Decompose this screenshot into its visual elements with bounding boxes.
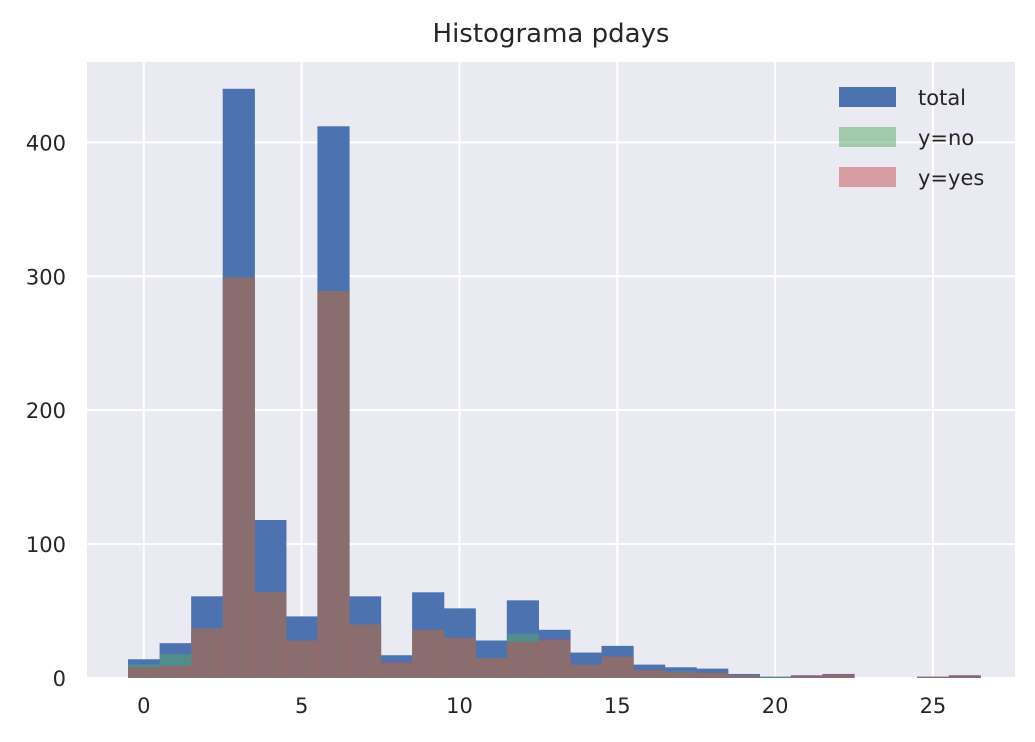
legend: total y=no y=yes xyxy=(839,86,984,190)
chart-title: Histograma pdays xyxy=(433,19,670,49)
legend-swatch xyxy=(839,87,896,107)
y-tick-label: 200 xyxy=(26,399,66,423)
bar xyxy=(664,672,697,678)
legend-swatch xyxy=(839,167,896,187)
bar xyxy=(191,628,224,678)
bar xyxy=(285,640,319,678)
y-axis-ticks: 0 100 200 300 400 xyxy=(26,131,66,691)
series-y=yes xyxy=(128,277,981,678)
y-tick-label: 0 xyxy=(53,667,66,691)
y-tick-label: 400 xyxy=(26,131,66,155)
bar xyxy=(822,673,855,678)
bar xyxy=(380,661,413,678)
legend-item: y=no xyxy=(839,126,974,150)
bar xyxy=(790,675,824,678)
bars-group xyxy=(128,88,981,679)
y-tick-label: 300 xyxy=(26,265,66,289)
bar xyxy=(917,676,950,678)
bar xyxy=(443,637,476,678)
bar xyxy=(254,592,287,678)
bar xyxy=(475,657,508,678)
bar xyxy=(348,624,382,678)
bar xyxy=(727,675,760,678)
bar xyxy=(633,669,666,678)
y-tick-label: 100 xyxy=(26,533,66,557)
legend-item: y=yes xyxy=(839,166,984,190)
bar xyxy=(506,641,539,678)
bar xyxy=(128,667,161,678)
bar xyxy=(412,629,445,678)
legend-label: y=yes xyxy=(918,166,984,190)
legend-label: y=no xyxy=(918,126,974,150)
bar xyxy=(538,639,571,678)
x-tick-label: 0 xyxy=(137,694,150,718)
bar xyxy=(159,665,192,678)
x-tick-label: 5 xyxy=(295,694,308,718)
x-tick-label: 15 xyxy=(604,694,631,718)
bar xyxy=(569,664,603,678)
bar xyxy=(601,656,634,678)
bar xyxy=(948,675,981,678)
legend-label: total xyxy=(918,86,966,110)
bar xyxy=(317,290,350,678)
x-tick-label: 20 xyxy=(762,694,789,718)
x-axis-ticks: 0 5 10 15 20 25 xyxy=(137,694,946,718)
x-tick-label: 10 xyxy=(446,694,473,718)
x-tick-label: 25 xyxy=(920,694,947,718)
legend-swatch xyxy=(839,127,896,147)
legend-item: total xyxy=(839,86,966,110)
bar xyxy=(696,672,729,678)
bar xyxy=(222,277,255,678)
bar xyxy=(759,676,792,678)
